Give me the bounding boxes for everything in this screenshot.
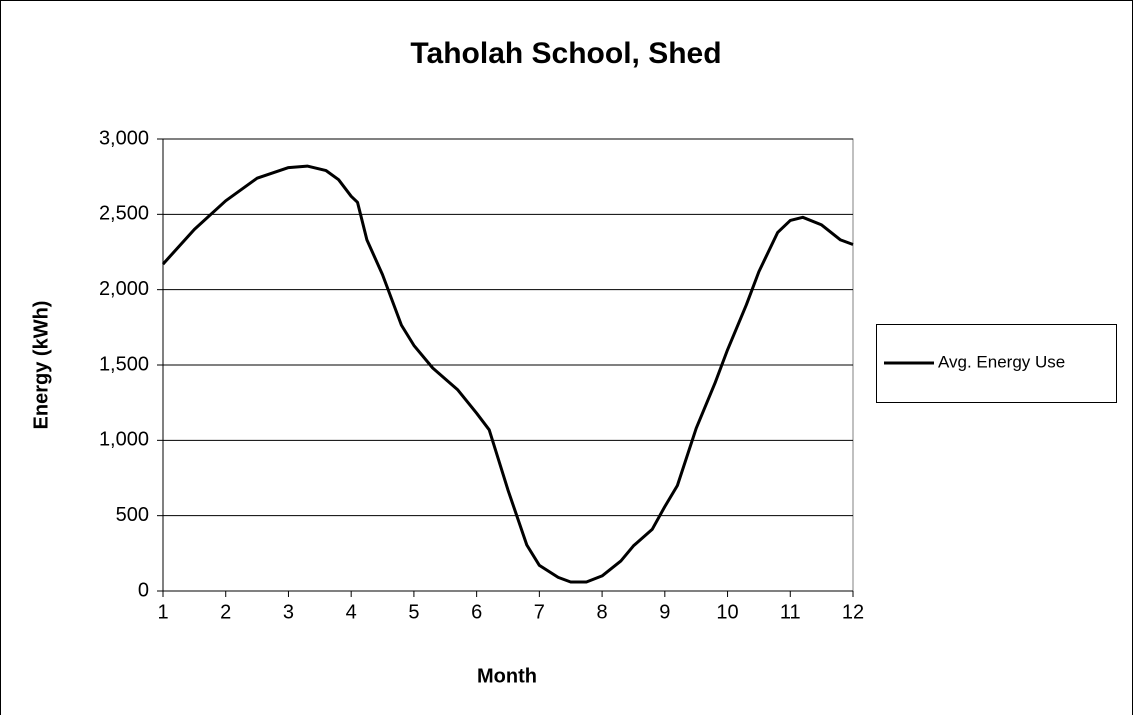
x-tick-label: 8 — [597, 601, 608, 623]
x-tick-label: 11 — [780, 601, 801, 623]
x-tick-label: 1 — [157, 601, 168, 623]
x-tick-label: 6 — [471, 601, 482, 623]
x-tick-label: 3 — [283, 601, 294, 623]
y-tick-label: 2,500 — [99, 203, 149, 225]
legend-label: Avg. Energy Use — [938, 352, 1065, 371]
x-tick-label: 7 — [534, 601, 545, 623]
y-axis-label: Energy (kWh) — [30, 301, 52, 430]
y-tick-label: 2,000 — [99, 278, 149, 300]
x-tick-label: 10 — [716, 601, 738, 623]
x-tick-label: 2 — [220, 601, 231, 623]
x-tick-label: 5 — [408, 601, 419, 623]
y-tick-label: 3,000 — [99, 127, 149, 149]
y-tick-label: 0 — [138, 579, 149, 601]
chart-title: Taholah School, Shed — [410, 37, 721, 70]
y-tick-label: 1,000 — [99, 429, 149, 451]
data-line — [161, 164, 854, 584]
x-tick-label: 9 — [659, 601, 670, 623]
x-tick-label: 4 — [346, 601, 357, 623]
x-axis-label: Month — [477, 665, 537, 687]
y-tick-label: 1,500 — [99, 353, 149, 375]
y-tick-label: 500 — [116, 504, 149, 526]
x-tick-label: 12 — [842, 601, 864, 623]
